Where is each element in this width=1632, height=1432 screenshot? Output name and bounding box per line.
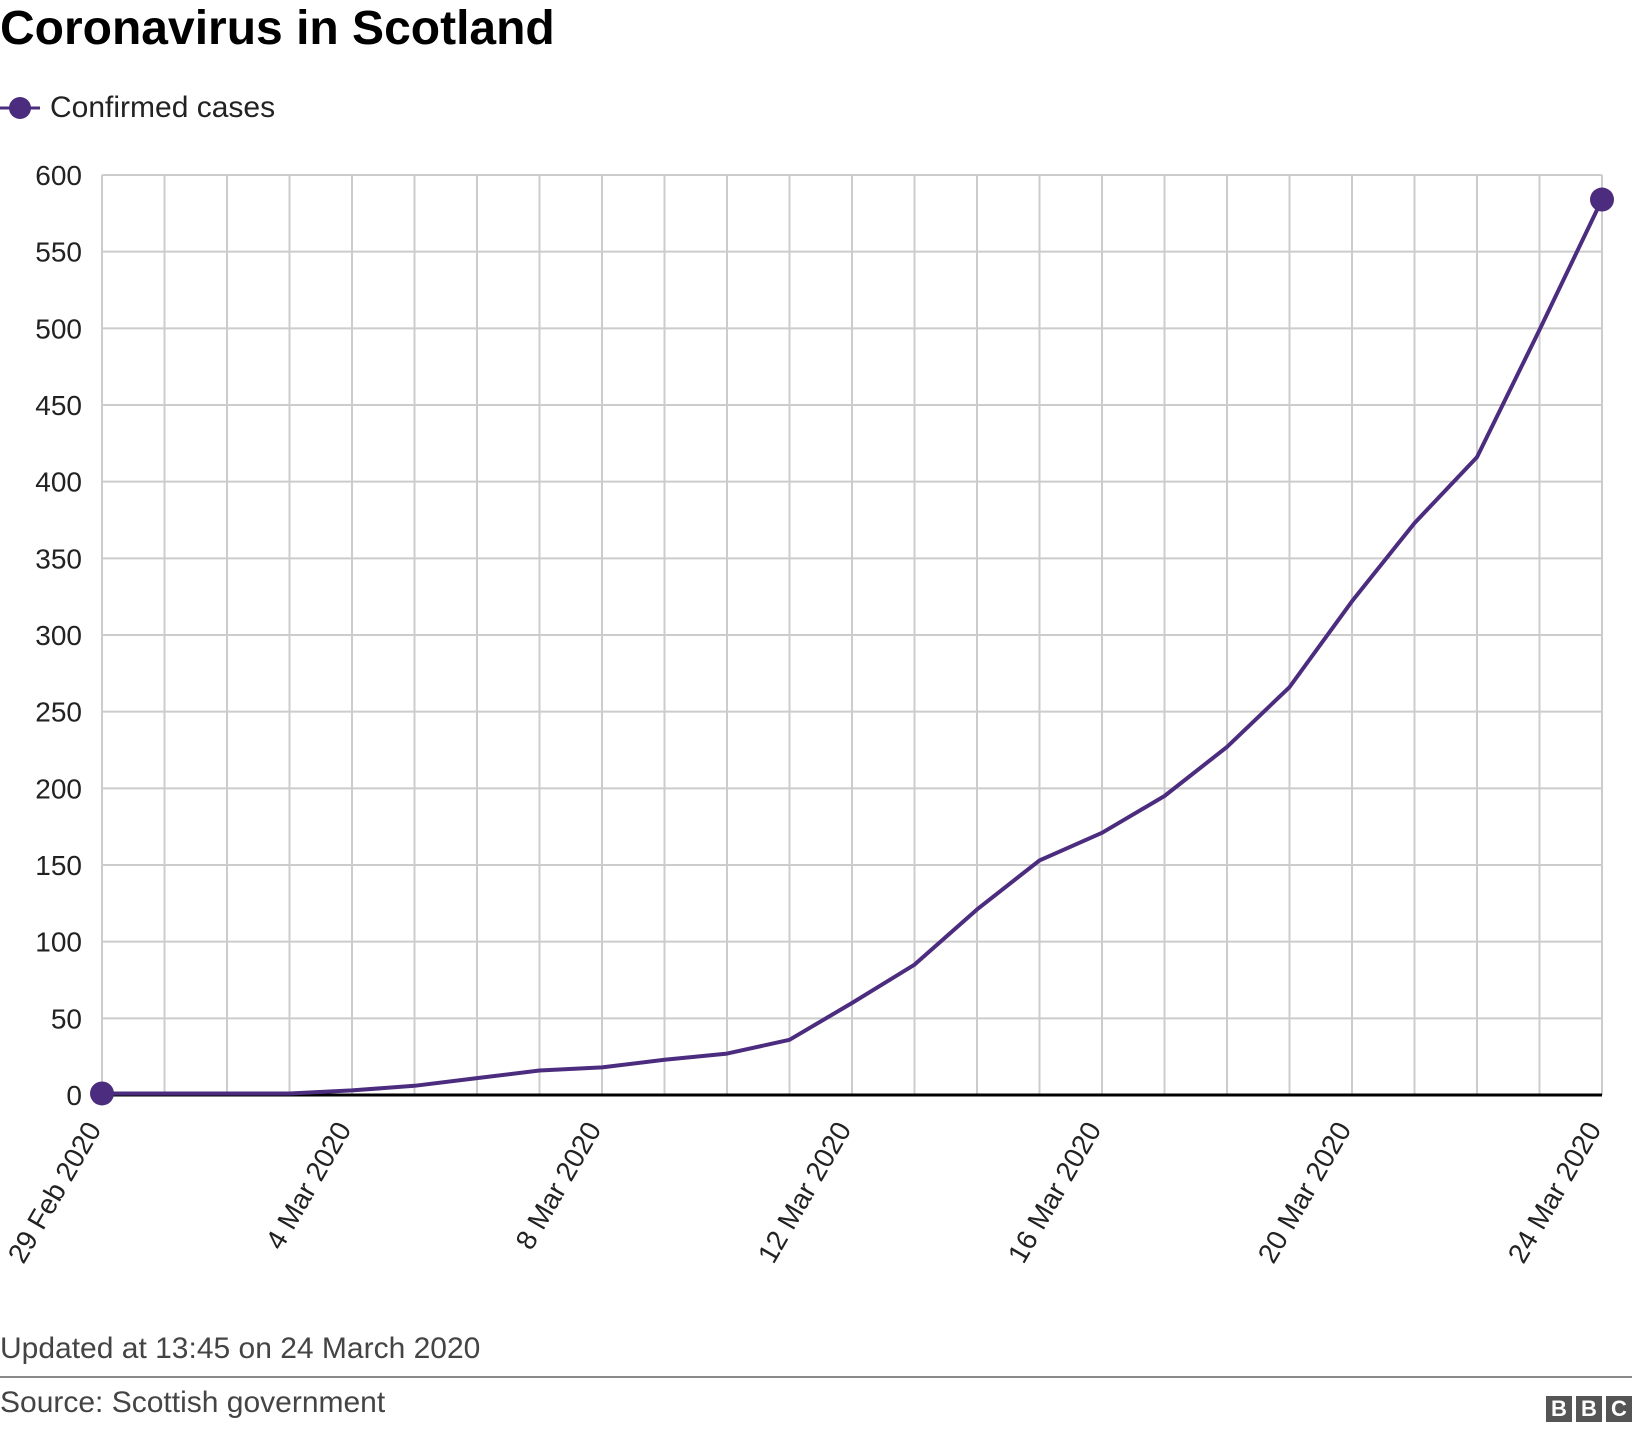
y-tick-label: 0 (66, 1080, 82, 1111)
end-point-marker (1590, 187, 1614, 212)
y-tick-label: 500 (35, 313, 82, 344)
x-tick-label: 8 Mar 2020 (510, 1117, 608, 1255)
y-tick-label: 100 (35, 927, 82, 958)
y-tick-label: 600 (35, 160, 82, 191)
updated-note: Updated at 13:45 on 24 March 2020 (0, 1332, 481, 1365)
footer-divider (0, 1376, 1632, 1378)
y-tick-label: 350 (35, 543, 82, 574)
x-tick-label: 29 Feb 2020 (2, 1117, 107, 1269)
legend: Confirmed cases (0, 84, 275, 132)
line-chart: 0 50 100 150 200 250 300 350 400 450 500 550 600 29 F… (2, 160, 1614, 1269)
series-line (100, 197, 1604, 1096)
logo-letter: B (1546, 1396, 1572, 1422)
x-tick-label: 20 Mar 2020 (1252, 1117, 1357, 1269)
x-tick-label: 12 Mar 2020 (752, 1117, 857, 1269)
y-tick-label: 250 (35, 697, 82, 728)
legend-label: Confirmed cases (50, 91, 276, 124)
source-note: Source: Scottish government (0, 1386, 386, 1419)
bbc-logo: B B C (1546, 1396, 1632, 1422)
x-tick-label: 24 Mar 2020 (1502, 1117, 1607, 1269)
y-tick-label: 450 (35, 390, 82, 421)
x-tick-label: 4 Mar 2020 (260, 1117, 358, 1255)
start-point-marker (90, 1081, 114, 1106)
chart-title: Coronavirus in Scotland (0, 2, 555, 55)
y-tick-label: 550 (35, 237, 82, 268)
legend-marker-icon (0, 97, 40, 119)
y-tick-label: 150 (35, 850, 82, 881)
logo-letter: C (1606, 1396, 1632, 1422)
logo-letter: B (1576, 1396, 1602, 1422)
y-tick-label: 50 (51, 1003, 82, 1034)
y-tick-label: 400 (35, 467, 82, 498)
x-tick-label: 16 Mar 2020 (1002, 1117, 1107, 1269)
y-tick-label: 200 (35, 773, 82, 804)
y-tick-label: 300 (35, 620, 82, 651)
